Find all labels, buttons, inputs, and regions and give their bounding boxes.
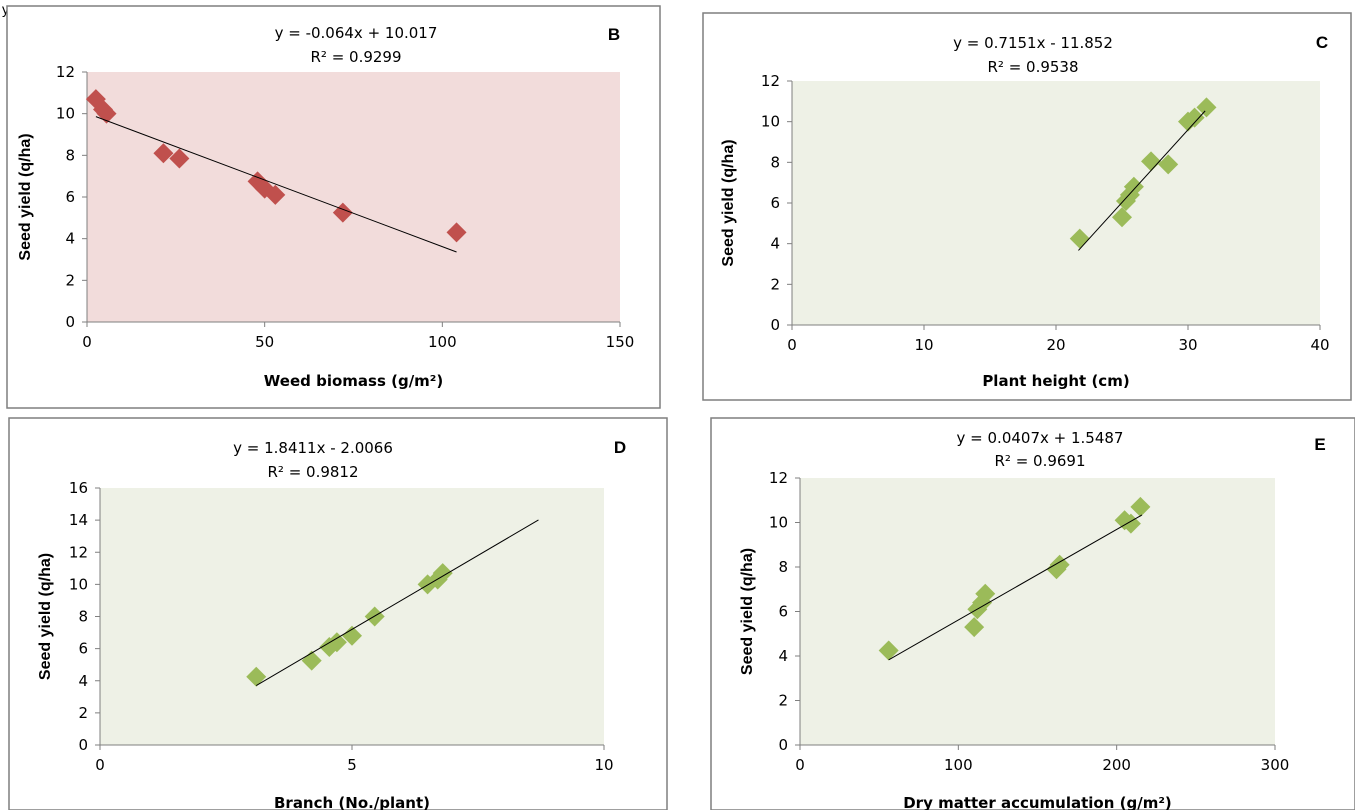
chart-B: 0 2 4 6 8 10 12 0 50 100 150 y = -0.064x + 10.017 R²… (6, 5, 661, 409)
y-axis-title: Seed yield (q/ha) (37, 553, 54, 680)
x-tick-label: 300 (1261, 756, 1290, 774)
r-squared-label: R² = 0.9299 (310, 48, 401, 66)
trendline (255, 519, 539, 686)
y-tick-label: 12 (69, 543, 88, 561)
panel-letter: B (608, 25, 620, 44)
plot-area (100, 488, 604, 745)
y-tick-label: 6 (770, 194, 780, 212)
y-axis-title: Seed yield (q/ha) (720, 139, 737, 266)
data-point (1130, 496, 1151, 517)
data-point (265, 184, 286, 205)
x-axis-title: Branch (No./plant) (274, 794, 430, 810)
x-tick-label: 200 (1102, 756, 1131, 774)
x-tick-label: 40 (1310, 336, 1329, 354)
x-tick-label: 50 (255, 333, 274, 351)
y-tick-label: 2 (65, 271, 75, 289)
equation-label: y = -0.064x + 10.017 (275, 24, 438, 42)
chart-D: 0 2 4 6 8 10 12 14 16 0 5 10 y = 1.8411x - 2.0066 R² … (8, 417, 668, 810)
y-tick-label: 12 (56, 63, 75, 81)
y-tick-label: 6 (78, 640, 88, 658)
data-point (1141, 151, 1162, 172)
x-tick-label: 100 (944, 756, 973, 774)
data-point (326, 632, 347, 653)
y-tick-label: 6 (65, 188, 75, 206)
chart-E: 0 2 4 6 8 10 12 0 100 200 300 y = 0.0407x + 1.5487 R… (710, 417, 1355, 810)
y-tick-label: 0 (778, 736, 788, 754)
y-tick-label: 8 (78, 608, 88, 626)
y-axis-title: Seed yield (q/ha) (739, 548, 756, 675)
y-tick-label: 10 (761, 113, 780, 131)
x-tick-label: 20 (1046, 336, 1065, 354)
x-tick-label: 150 (606, 333, 635, 351)
data-point (342, 625, 362, 646)
y-tick-label: 2 (778, 692, 788, 710)
y-tick-label: 2 (770, 275, 780, 293)
y-tick-label: 2 (78, 704, 88, 722)
y-tick-label: 14 (69, 511, 88, 529)
y-tick-label: 12 (769, 469, 788, 487)
y-tick-label: 4 (65, 230, 75, 248)
x-tick-label: 0 (95, 756, 105, 774)
x-tick-label: 10 (914, 336, 933, 354)
y-axis-title: Seed yield (q/ha) (17, 133, 34, 260)
y-tick-label: 0 (770, 316, 780, 334)
y-tick-label: 4 (770, 235, 780, 253)
y-tick-label: 10 (769, 514, 788, 532)
r-squared-label: R² = 0.9538 (987, 58, 1078, 76)
data-point (1112, 207, 1132, 228)
data-point (1184, 107, 1205, 128)
y-tick-label: 4 (778, 647, 788, 665)
trendline (95, 116, 457, 253)
trendline (888, 514, 1143, 661)
x-tick-label: 10 (594, 756, 613, 774)
plot-area (792, 81, 1320, 325)
data-point (975, 583, 996, 604)
data-point (246, 666, 267, 687)
y-tick-label: 8 (65, 146, 75, 164)
plot-area (87, 72, 620, 322)
x-tick-label: 5 (347, 756, 357, 774)
y-tick-label: 12 (761, 72, 780, 90)
data-point (446, 222, 467, 243)
y-tick-label: 8 (770, 153, 780, 171)
equation-label: y = 0.0407x + 1.5487 (957, 429, 1124, 447)
x-tick-label: 100 (428, 333, 457, 351)
x-tick-label: 0 (795, 756, 805, 774)
y-tick-label: 6 (778, 603, 788, 621)
data-point (1196, 97, 1217, 118)
data-point (964, 617, 985, 638)
plot-area (800, 478, 1275, 745)
x-tick-label: 30 (1178, 336, 1197, 354)
panel-letter: D (614, 438, 626, 457)
trendline (1078, 110, 1206, 251)
x-axis-title: Weed biomass (g/m²) (264, 372, 443, 390)
data-point (1049, 554, 1070, 575)
x-axis-title: Plant height (cm) (982, 372, 1129, 390)
chart-C: 0 2 4 6 8 10 12 0 10 20 30 40 y = 0.7151x - 11.852 R²… (702, 12, 1352, 401)
equation-label: y = 1.8411x - 2.0066 (233, 439, 393, 457)
data-point (169, 148, 190, 169)
r-squared-label: R² = 0.9691 (994, 452, 1085, 470)
x-tick-label: 0 (787, 336, 797, 354)
panel-letter: C (1316, 33, 1328, 52)
data-point (1158, 154, 1179, 175)
y-tick-label: 16 (69, 479, 88, 497)
data-point (153, 143, 174, 164)
x-tick-label: 0 (82, 333, 92, 351)
y-tick-label: 4 (78, 672, 88, 690)
r-squared-label: R² = 0.9812 (267, 463, 358, 481)
y-tick-label: 8 (778, 558, 788, 576)
data-point (1123, 176, 1144, 197)
panel-letter: E (1314, 435, 1325, 454)
y-tick-label: 10 (56, 105, 75, 123)
x-axis-title: Dry matter accumulation (g/m²) (903, 794, 1172, 810)
equation-label: y = 0.7151x - 11.852 (953, 34, 1113, 52)
y-tick-label: 10 (69, 575, 88, 593)
data-point (432, 563, 453, 584)
data-point (878, 640, 899, 661)
y-tick-label: 0 (65, 313, 75, 331)
y-tick-label: 0 (78, 736, 88, 754)
